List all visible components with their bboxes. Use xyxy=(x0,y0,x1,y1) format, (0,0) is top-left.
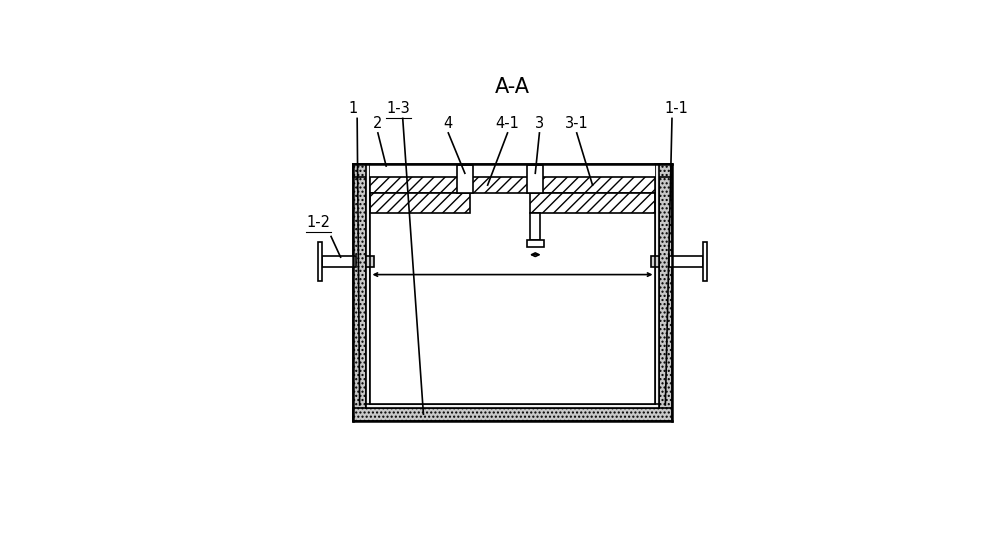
Bar xyxy=(318,242,322,281)
Bar xyxy=(353,164,672,177)
Text: 1-3: 1-3 xyxy=(387,101,410,116)
Bar xyxy=(669,256,703,267)
Bar xyxy=(530,193,655,213)
Text: A-A: A-A xyxy=(495,77,530,97)
Text: 1-2: 1-2 xyxy=(307,215,331,230)
Bar xyxy=(703,242,707,281)
Text: 1-1: 1-1 xyxy=(664,101,688,116)
Bar xyxy=(353,164,366,421)
Bar xyxy=(527,165,543,193)
Bar xyxy=(655,164,659,408)
Bar xyxy=(370,193,470,213)
Text: 4: 4 xyxy=(444,116,453,131)
Bar xyxy=(370,164,655,404)
Bar xyxy=(366,404,659,408)
Bar xyxy=(370,177,655,193)
Bar xyxy=(322,256,356,267)
Text: D2: D2 xyxy=(526,277,545,289)
Bar xyxy=(659,164,672,421)
Text: D1: D1 xyxy=(526,257,545,270)
Bar xyxy=(530,213,540,240)
Text: 3-1: 3-1 xyxy=(565,116,589,131)
Bar xyxy=(366,164,370,408)
Text: 1: 1 xyxy=(348,101,358,116)
Bar xyxy=(370,213,655,404)
Bar xyxy=(651,256,659,267)
Bar xyxy=(353,408,672,421)
Bar xyxy=(527,240,544,247)
Text: 2: 2 xyxy=(373,116,383,131)
Text: 3: 3 xyxy=(535,116,544,131)
Text: 4-1: 4-1 xyxy=(496,116,519,131)
Bar xyxy=(366,256,374,267)
Bar xyxy=(457,165,473,193)
